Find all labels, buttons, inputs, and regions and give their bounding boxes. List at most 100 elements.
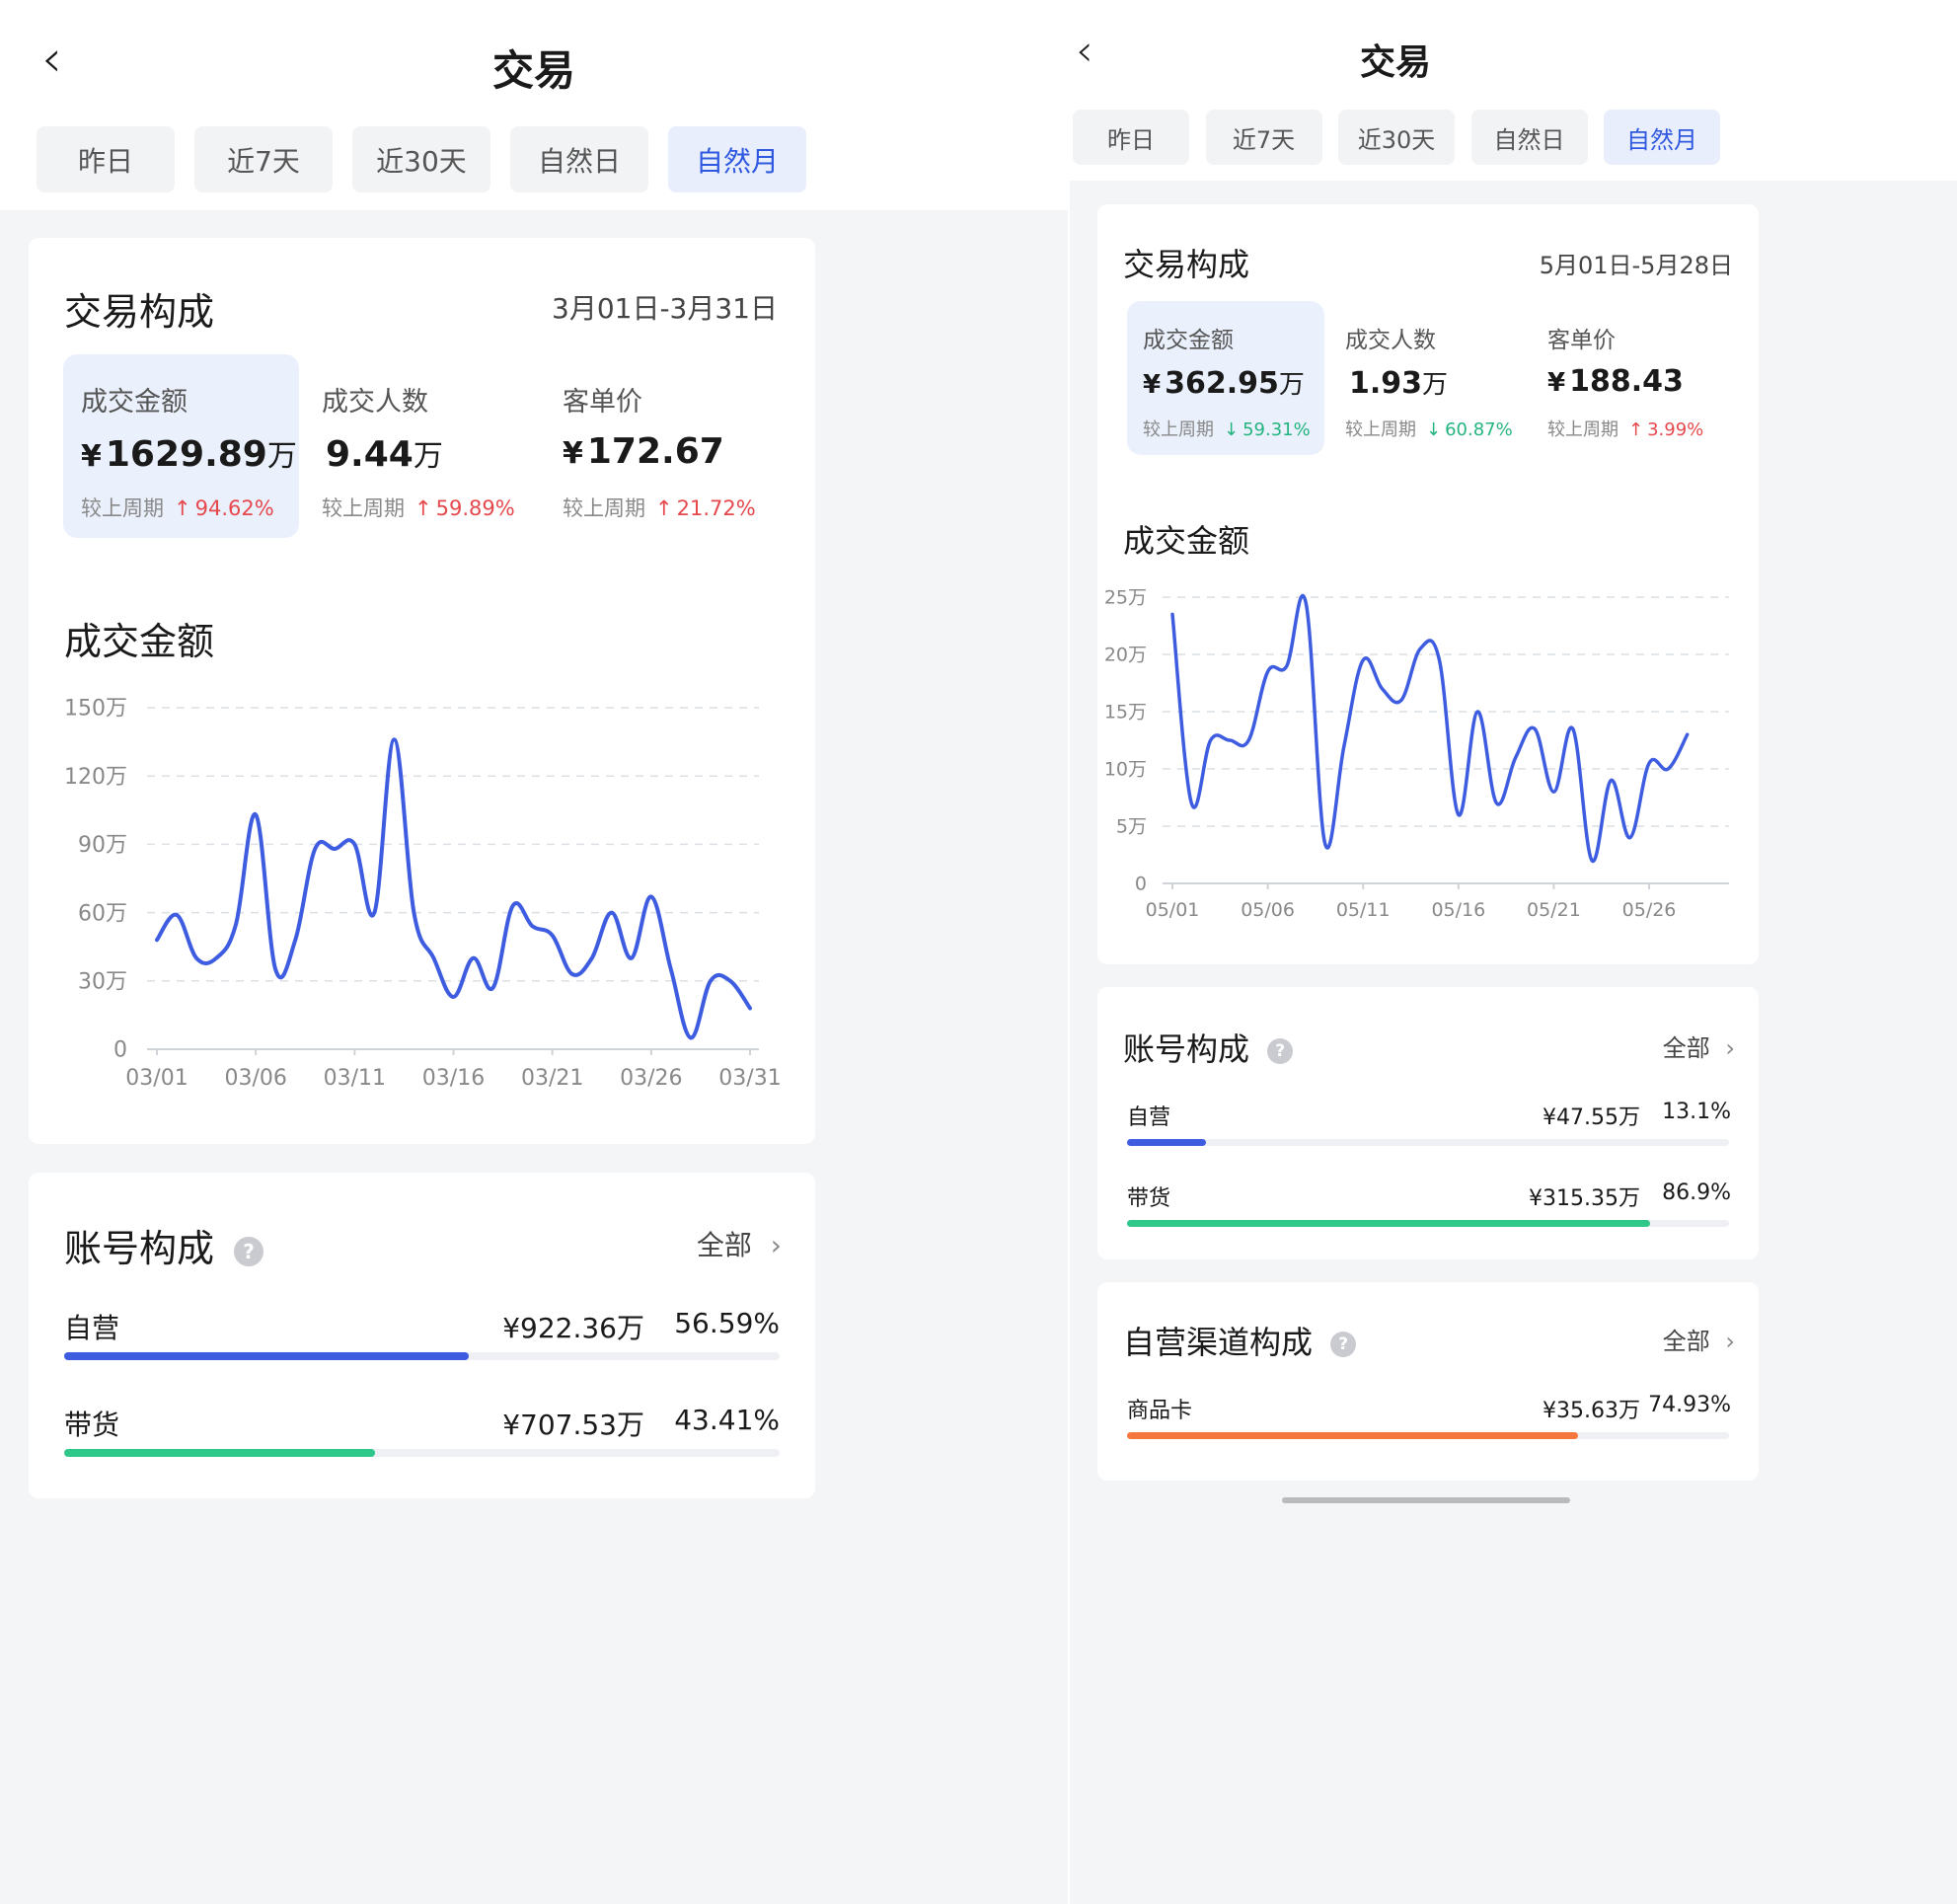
x-tick-label: 05/16 bbox=[1431, 899, 1485, 921]
line-chart: 0 30万 60万 90万 120万 150万 03/01 03/06 03/11 03/16 03… bbox=[64, 697, 782, 1091]
y-tick-label: 15万 bbox=[1104, 702, 1147, 724]
share-bar-track bbox=[1127, 1220, 1729, 1227]
tab-5[interactable]: 自然月 bbox=[1604, 110, 1720, 165]
metric-label: 客单价 bbox=[1547, 328, 1616, 353]
row-amount: ¥922.36万 bbox=[502, 1312, 644, 1344]
row-name: 带货 bbox=[64, 1409, 120, 1441]
view-all-link[interactable]: 全部 › bbox=[1663, 1028, 1735, 1063]
data-point bbox=[1649, 763, 1650, 764]
x-tick-label: 03/26 bbox=[620, 1066, 682, 1091]
screen-divider bbox=[1068, 0, 1070, 1904]
metric-unit: 万 bbox=[413, 439, 443, 474]
data-point bbox=[335, 849, 336, 850]
question-circle-icon[interactable]: ? bbox=[1330, 1332, 1357, 1357]
tab-1[interactable]: 昨日 bbox=[1073, 110, 1189, 165]
section-title-text: 账号构成 bbox=[1123, 1030, 1250, 1068]
data-point bbox=[552, 935, 553, 936]
trend-down-icon: ↓ bbox=[1224, 419, 1240, 440]
view-all-link[interactable]: 全部 › bbox=[1663, 1322, 1735, 1356]
right-header: ‹ 交易 昨日 近7天 近30天 自然日 自然月 bbox=[1070, 0, 1957, 181]
data-point bbox=[1382, 688, 1383, 689]
metric-3[interactable]: 客单价 ¥188.43 较上周期 ↑ 3.99% bbox=[1532, 301, 1729, 455]
metric-compare: 较上周期 ↑ 21.72% bbox=[563, 493, 756, 522]
metric-value: ¥172.67 bbox=[563, 431, 724, 472]
metric-value: ¥1629.89万 bbox=[81, 431, 297, 475]
composition-card: 交易构成 5月01日-5月28日 成交金额 ¥362.95万 较上周期 ↓ 59.31%… bbox=[1097, 204, 1759, 964]
x-tick-label: 05/26 bbox=[1622, 899, 1677, 921]
compare-label: 较上周期 bbox=[1345, 419, 1416, 440]
date-range[interactable]: 5月01日-5月28日 bbox=[1539, 252, 1733, 279]
change-percent: 59.31% bbox=[1242, 419, 1311, 440]
metric-value: ¥188.43 bbox=[1547, 364, 1684, 399]
share-bar-fill bbox=[1127, 1139, 1206, 1146]
share-bar-fill bbox=[1127, 1220, 1651, 1227]
question-circle-icon[interactable]: ? bbox=[234, 1236, 264, 1266]
metric-value: ¥362.95万 bbox=[1143, 364, 1305, 401]
tab-3[interactable]: 近30天 bbox=[352, 126, 490, 192]
row-percent: 74.93% bbox=[1648, 1393, 1731, 1417]
metric-number: 362.95 bbox=[1165, 366, 1279, 401]
y-tick-label: 120万 bbox=[64, 765, 127, 790]
data-point bbox=[690, 1037, 691, 1038]
data-point bbox=[670, 969, 671, 970]
row-percent: 43.41% bbox=[674, 1404, 780, 1436]
data-point bbox=[1535, 728, 1536, 729]
home-indicator[interactable] bbox=[1282, 1497, 1570, 1503]
metric-compare: 较上周期 ↑ 94.62% bbox=[81, 493, 274, 522]
data-point bbox=[256, 814, 257, 815]
account-card: 账号构成 ? 全部 › 自营 ¥922.36万 56.59% 带货 ¥707.53万 43… bbox=[29, 1173, 815, 1498]
metric-label: 成交金额 bbox=[1143, 328, 1234, 353]
trend-up-icon: ↑ bbox=[174, 496, 191, 520]
composition-card: 交易构成 3月01日-3月31日 成交金额 ¥1629.89万 较上周期 ↑ 94.62… bbox=[29, 238, 815, 1144]
metric-2[interactable]: 成交人数 9.44万 较上周期 ↑ 59.89% bbox=[304, 354, 540, 538]
data-point bbox=[1191, 802, 1192, 803]
x-tick-label: 03/06 bbox=[224, 1066, 286, 1091]
view-all-link[interactable]: 全部 › bbox=[697, 1224, 782, 1263]
share-bar-track bbox=[1127, 1432, 1729, 1439]
metric-2[interactable]: 成交人数 1.93万 较上周期 ↓ 60.87% bbox=[1329, 301, 1527, 455]
x-tick-label: 03/11 bbox=[324, 1066, 386, 1091]
tab-3[interactable]: 近30天 bbox=[1338, 110, 1455, 165]
change-percent: 21.72% bbox=[676, 496, 756, 520]
data-point bbox=[374, 912, 375, 913]
metric-label: 客单价 bbox=[563, 387, 642, 418]
metric-number: 1629.89 bbox=[105, 434, 267, 475]
tab-1[interactable]: 昨日 bbox=[37, 126, 175, 192]
data-point bbox=[354, 844, 355, 845]
compare-label: 较上周期 bbox=[563, 496, 645, 520]
data-point bbox=[177, 914, 178, 915]
row-percent: 86.9% bbox=[1662, 1180, 1731, 1205]
metric-3[interactable]: 客单价 ¥172.67 较上周期 ↑ 21.72% bbox=[545, 354, 781, 538]
tab-2[interactable]: 近7天 bbox=[1205, 110, 1322, 165]
data-point bbox=[571, 973, 572, 974]
date-range[interactable]: 3月01日-3月31日 bbox=[552, 292, 778, 325]
metric-value: 9.44万 bbox=[322, 431, 443, 475]
row-percent: 13.1% bbox=[1662, 1100, 1731, 1124]
data-point bbox=[1363, 659, 1364, 660]
data-point bbox=[1210, 740, 1211, 741]
data-point bbox=[1400, 700, 1401, 701]
share-bar-fill bbox=[64, 1449, 375, 1457]
metric-unit: 万 bbox=[1278, 370, 1305, 400]
back-chevron-icon[interactable]: ‹ bbox=[41, 30, 62, 89]
section-title-text: 账号构成 bbox=[64, 1227, 215, 1270]
x-tick-label: 05/11 bbox=[1336, 899, 1391, 921]
data-point bbox=[216, 957, 217, 958]
tab-4[interactable]: 自然日 bbox=[510, 126, 648, 192]
back-chevron-icon[interactable]: ‹ bbox=[1076, 26, 1093, 76]
compare-label: 较上周期 bbox=[1547, 419, 1618, 440]
tab-4[interactable]: 自然日 bbox=[1470, 110, 1588, 165]
row-amount: ¥47.55万 bbox=[1543, 1105, 1640, 1130]
data-point bbox=[1496, 802, 1497, 803]
x-tick-label: 03/01 bbox=[125, 1066, 188, 1091]
tab-2[interactable]: 近7天 bbox=[194, 126, 333, 192]
tab-5[interactable]: 自然月 bbox=[668, 126, 806, 192]
metric-1[interactable]: 成交金额 ¥362.95万 较上周期 ↓ 59.31% bbox=[1127, 301, 1324, 455]
chevron-right-icon: › bbox=[1725, 1328, 1735, 1355]
data-point bbox=[1420, 648, 1421, 649]
compare-label: 较上周期 bbox=[322, 496, 405, 520]
metric-1[interactable]: 成交金额 ¥1629.89万 较上周期 ↑ 94.62% bbox=[63, 354, 299, 538]
question-circle-icon[interactable]: ? bbox=[1267, 1038, 1294, 1064]
trend-up-icon: ↑ bbox=[655, 496, 673, 520]
channel-card: 自营渠道构成 ? 全部 › 商品卡 ¥35.63万 74.93% bbox=[1097, 1282, 1759, 1481]
